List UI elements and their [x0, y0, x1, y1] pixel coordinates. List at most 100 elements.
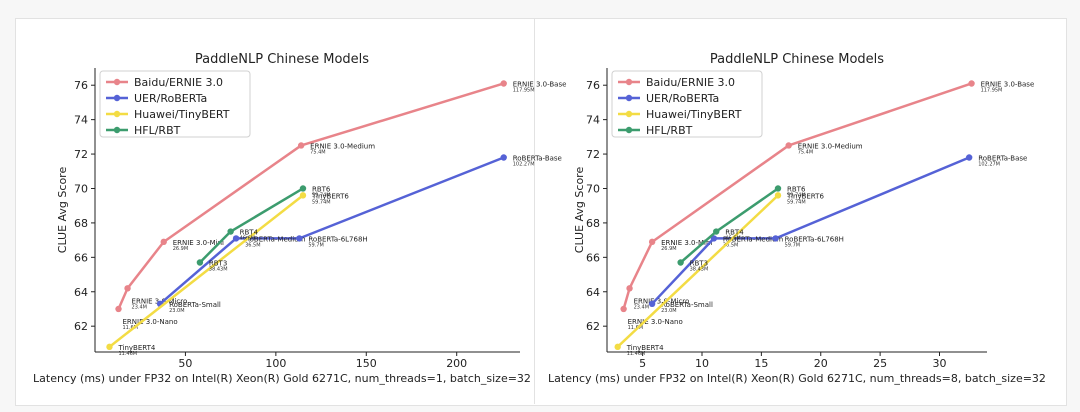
series-line: [679, 187, 779, 264]
series-line: [108, 194, 304, 348]
data-point: [626, 285, 633, 292]
y-tick-label: 76: [586, 79, 600, 92]
x-tick-label: 10: [695, 357, 709, 370]
x-tick-label: 30: [933, 357, 947, 370]
point-label: RBT6: [312, 185, 331, 193]
point-label: ERNIE 3.0-Micro: [634, 297, 690, 305]
point-sublabel: 36.5M: [245, 242, 260, 248]
point-sublabel: 59.74M: [787, 192, 806, 198]
point-label: RBT4: [725, 229, 744, 237]
x-axis-label: Latency (ms) under FP32 on Intel(R) Xeon…: [33, 372, 531, 385]
legend-entry: HFL/RBT: [134, 124, 181, 137]
data-point: [160, 238, 167, 246]
point-label: ERNIE 3.0-Medium: [310, 142, 375, 150]
point-sublabel: 11.46M: [118, 351, 137, 357]
y-tick-label: 64: [586, 286, 600, 299]
data-point: [774, 185, 782, 192]
y-tick-label: 62: [74, 320, 88, 333]
point-sublabel: 59.74M: [787, 199, 806, 205]
y-tick-label: 68: [74, 217, 88, 230]
point-sublabel: 23.4M: [132, 304, 147, 310]
point-label: ERNIE 3.0-Nano: [628, 318, 683, 326]
data-point: [614, 343, 621, 351]
data-point: [620, 305, 627, 313]
data-point: [500, 154, 507, 161]
x-tick-label: 100: [265, 357, 286, 370]
data-point: [710, 235, 718, 242]
y-tick-label: 62: [586, 320, 600, 333]
point-sublabel: 11.6M: [123, 325, 138, 331]
legend-entry: UER/RoBERTa: [646, 92, 719, 105]
point-label: RBT4: [240, 229, 259, 237]
point-sublabel: 102.27M: [513, 162, 535, 168]
data-point: [299, 185, 307, 192]
point-label: ERNIE 3.0-Medium: [798, 142, 863, 150]
data-point: [297, 142, 305, 149]
point-sublabel: 38.43M: [209, 266, 228, 272]
legend-marker: [113, 94, 121, 102]
data-point: [500, 80, 507, 87]
data-point: [774, 192, 782, 199]
legend-marker: [625, 94, 633, 102]
series-line: [159, 156, 505, 305]
legend-marker: [113, 78, 121, 86]
legend-marker: [625, 110, 633, 118]
data-point: [648, 300, 656, 308]
legend-marker: [625, 78, 633, 86]
point-label: RoBERTa-Medium: [723, 235, 784, 243]
point-label: RoBERTa-Base: [513, 155, 562, 163]
point-sublabel: 75.4M: [310, 149, 325, 155]
point-sublabel: 59.7M: [785, 242, 800, 248]
data-point: [677, 259, 684, 266]
x-tick-label: 150: [356, 357, 377, 370]
chart-title: PaddleNLP Chinese Models: [710, 52, 884, 67]
data-point: [106, 343, 113, 351]
point-label: TinyBERT4: [626, 344, 664, 352]
y-tick-label: 68: [586, 217, 600, 230]
y-axis-label: CLUE Avg Score: [56, 167, 69, 254]
legend-box: [99, 70, 251, 138]
x-tick-label: 25: [873, 357, 887, 370]
x-tick-label: 5: [639, 357, 646, 370]
point-sublabel: 46.6M: [240, 236, 255, 242]
data-point: [227, 228, 234, 235]
series-line: [651, 156, 970, 305]
point-sublabel: 26.9M: [173, 246, 188, 252]
data-point: [196, 259, 204, 266]
legend-marker: [113, 110, 121, 118]
x-tick-label: 50: [178, 357, 192, 370]
data-point: [772, 235, 779, 242]
data-point: [296, 235, 303, 242]
point-sublabel: 46.6M: [725, 236, 740, 242]
legend-marker: [113, 126, 121, 134]
point-label: ERNIE 3.0-Mini: [173, 239, 224, 247]
point-label: RoBERTa-6L768H: [785, 235, 844, 243]
y-tick-label: 72: [74, 148, 88, 161]
data-point: [713, 228, 720, 235]
point-label: RBT3: [209, 259, 227, 267]
data-point: [965, 154, 973, 161]
point-label: ERNIE 3.0-Mini: [661, 239, 712, 247]
point-label: RoBERTa-Small: [169, 301, 221, 309]
point-sublabel: 59.7M: [308, 242, 323, 248]
legend-entry: Baidu/ERNIE 3.0: [646, 76, 735, 89]
point-label: RoBERTa-Medium: [245, 235, 306, 243]
panel-divider: [534, 18, 535, 404]
data-point: [648, 238, 656, 246]
point-label: TinyBERT4: [117, 344, 155, 352]
y-tick-label: 74: [586, 114, 600, 127]
y-tick-label: 66: [74, 251, 88, 264]
point-label: TinyBERT6: [311, 192, 349, 200]
point-sublabel: 23.4M: [634, 304, 649, 310]
point-sublabel: 26.9M: [661, 246, 676, 252]
data-point: [232, 235, 240, 242]
point-sublabel: 11.6M: [628, 325, 643, 331]
data-point: [115, 305, 122, 313]
point-sublabel: 59.74M: [312, 199, 331, 205]
legend-box: [611, 70, 763, 138]
legend-marker: [625, 126, 633, 134]
y-tick-label: 76: [74, 79, 88, 92]
x-tick-label: 200: [446, 357, 467, 370]
